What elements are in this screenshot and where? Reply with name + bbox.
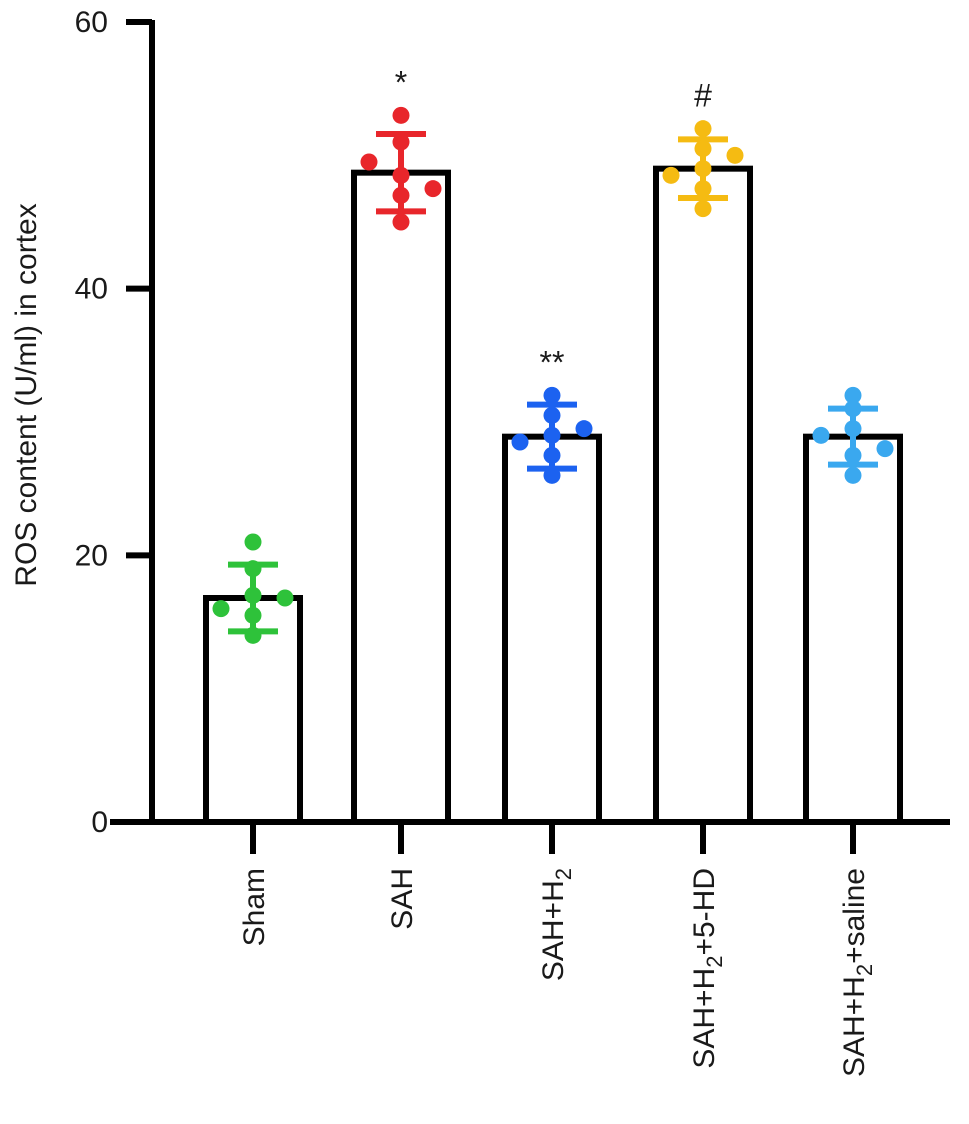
data-point [543, 446, 561, 464]
data-point [424, 180, 442, 198]
data-point [844, 466, 862, 484]
y-axis-title: ROS content (U/ml) in cortex [10, 203, 43, 586]
significance-marker: ** [540, 344, 565, 380]
data-point [726, 146, 744, 164]
x-axis [110, 819, 950, 854]
y-axis: 0 20 40 60 [75, 6, 155, 839]
data-point [844, 420, 862, 438]
data-point [392, 133, 410, 151]
data-point [392, 186, 410, 204]
data-point [392, 166, 410, 184]
data-point [694, 200, 712, 218]
bar-sah-h2-saline [803, 433, 903, 825]
y-tick-label: 0 [91, 806, 108, 839]
bar-sah-h2 [502, 433, 602, 825]
data-point [392, 213, 410, 231]
data-point [244, 533, 262, 551]
data-point [543, 426, 561, 444]
data-point [543, 386, 561, 404]
y-tick-label: 60 [75, 6, 108, 39]
data-point [244, 626, 262, 644]
data-point [244, 560, 262, 578]
data-point [244, 606, 262, 624]
data-point [662, 166, 680, 184]
data-point [844, 386, 862, 404]
data-point [844, 446, 862, 464]
significance-marker: * [395, 64, 407, 100]
category-label-sah-h2: SAH+H2 [537, 868, 576, 981]
category-label-sah-h2-5hd: SAH+H2+5-HD [688, 868, 727, 1069]
data-point [276, 589, 294, 607]
data-point [844, 400, 862, 418]
data-point [360, 153, 378, 171]
significance-marker: # [694, 78, 712, 114]
data-points [212, 106, 894, 644]
data-point [392, 106, 410, 124]
data-point [575, 420, 593, 438]
data-point [543, 406, 561, 424]
category-label-sham: Sham [238, 868, 271, 946]
category-label-sah: SAH [386, 868, 419, 930]
data-point [244, 586, 262, 604]
data-point [694, 180, 712, 198]
data-point [694, 160, 712, 178]
y-tick-label: 40 [75, 273, 108, 306]
bars [203, 165, 903, 825]
data-point [694, 120, 712, 138]
category-label-sah-h2-saline: SAH+H2+saline [838, 868, 877, 1077]
bar-sah [351, 169, 451, 825]
significance-markers: ***# [395, 64, 712, 380]
bar-sah-h2-5hd [653, 165, 753, 825]
data-point [212, 600, 230, 618]
category-labels: Sham SAH SAH+H2 SAH+H2+5-HD SAH+H2+saline [238, 868, 877, 1077]
data-point [812, 426, 830, 444]
data-point [876, 440, 894, 458]
data-point [694, 140, 712, 158]
y-tick-label: 20 [75, 539, 108, 572]
data-point [511, 433, 529, 451]
data-point [543, 466, 561, 484]
